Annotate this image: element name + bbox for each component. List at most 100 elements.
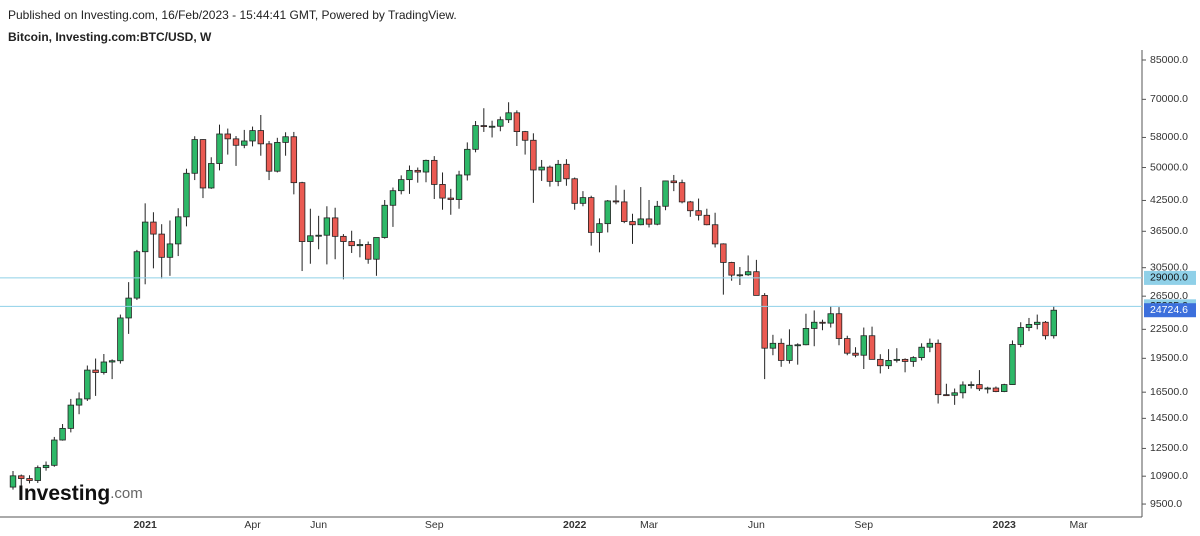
y-tick-label: 19500.0 — [1150, 352, 1188, 364]
x-tick-label: Jun — [310, 519, 327, 531]
x-tick-label: Mar — [1069, 519, 1088, 531]
x-tick-label: 2023 — [993, 519, 1017, 531]
candle-body — [9, 475, 17, 488]
plot-area — [9, 102, 1057, 491]
candle-body — [42, 464, 50, 469]
candle-body — [224, 133, 231, 140]
logo-suffix: .com — [110, 485, 143, 502]
x-tick-label: Sep — [854, 519, 873, 531]
hline-label-box — [1144, 270, 1196, 285]
candle-body — [579, 197, 587, 204]
candle-body — [827, 313, 834, 324]
candle-body — [678, 182, 686, 203]
x-tick-label: 2021 — [133, 519, 157, 531]
hline-label: 29000.0 — [1150, 272, 1188, 284]
candle-body — [1025, 324, 1033, 328]
candle-body — [100, 361, 108, 373]
y-tick-label: 16500.0 — [1150, 386, 1188, 398]
candle-body — [967, 384, 975, 386]
candle-body — [92, 369, 99, 373]
candle-body — [720, 243, 727, 263]
candle-body — [290, 136, 298, 184]
candle-body — [257, 130, 264, 145]
candle-body — [265, 143, 273, 172]
candle-body — [439, 184, 446, 199]
candle-body — [654, 205, 661, 225]
candle-body — [381, 204, 388, 238]
published-note: Published on Investing.com, 16/Feb/2023 … — [8, 8, 457, 22]
candle-body — [860, 335, 867, 356]
candle-body — [513, 112, 521, 132]
candle-body — [588, 197, 595, 233]
candle-body — [298, 182, 306, 242]
y-tick-label: 10900.0 — [1150, 470, 1188, 482]
candle-body — [389, 190, 397, 206]
candle-body — [703, 214, 711, 226]
candle-body — [373, 237, 380, 260]
logo: Investing.com — [18, 482, 143, 505]
candle-body — [761, 295, 768, 349]
y-tick-label: 30500.0 — [1150, 261, 1188, 273]
candle-body — [687, 201, 694, 212]
candle-body — [637, 218, 644, 226]
candle-body — [901, 358, 909, 362]
y-tick-label: 26500.0 — [1150, 290, 1188, 302]
symbol-title: Bitcoin, Investing.com:BTC/USD, W — [8, 30, 212, 44]
candle-body — [232, 138, 240, 146]
candle-body — [753, 271, 760, 296]
logo-main: Investing — [18, 482, 110, 505]
candle-body — [852, 352, 859, 356]
candle-body — [621, 201, 628, 222]
y-tick-label: 12500.0 — [1150, 442, 1188, 454]
candle-body — [174, 216, 182, 245]
y-tick-label: 9500.0 — [1150, 498, 1182, 510]
candle-body — [546, 166, 554, 182]
candle-body — [158, 233, 165, 258]
y-tick-label: 85000.0 — [1150, 54, 1188, 66]
candle-body — [183, 172, 190, 218]
candle-body — [464, 148, 471, 176]
x-tick-label: 2022 — [563, 519, 587, 531]
last-price-box — [1144, 303, 1196, 318]
candle-body — [84, 369, 91, 400]
candle-body — [422, 159, 430, 173]
x-tick-label: Mar — [640, 519, 659, 531]
candle-body — [976, 384, 983, 390]
candle-body — [480, 125, 488, 127]
candle-body — [18, 475, 25, 479]
candle-body — [877, 358, 884, 367]
candle-body — [282, 136, 289, 143]
candle-body — [141, 221, 149, 253]
candle-body — [596, 223, 603, 233]
candle-body — [1034, 321, 1041, 325]
candle-body — [472, 125, 479, 150]
candle-body — [447, 197, 454, 200]
candle-body — [34, 467, 41, 481]
candle-body — [340, 235, 347, 242]
candle-body — [398, 179, 405, 192]
candle-body — [406, 169, 413, 181]
candle-body — [794, 344, 801, 347]
candle-body — [571, 178, 578, 204]
candle-body — [1009, 344, 1016, 385]
candle-body — [455, 174, 463, 200]
y-tick-label: 22500.0 — [1150, 323, 1188, 335]
y-tick-label: 14500.0 — [1150, 412, 1188, 424]
candle-body — [133, 251, 141, 299]
candle-body — [51, 439, 58, 466]
candle-body — [414, 169, 421, 173]
candle-body — [868, 335, 876, 360]
candle-body — [769, 342, 777, 349]
candle-body — [943, 394, 950, 397]
candle-body — [695, 210, 702, 216]
candle-body — [26, 478, 33, 481]
candle-body — [249, 130, 256, 142]
candle-body — [166, 243, 174, 258]
candle-body — [662, 180, 669, 207]
candle-body — [331, 217, 339, 237]
y-tick-label: 58000.0 — [1150, 131, 1188, 143]
candle-body — [538, 166, 545, 171]
candle-body — [488, 125, 496, 128]
candle-body — [315, 234, 322, 237]
candle-body — [554, 163, 562, 182]
